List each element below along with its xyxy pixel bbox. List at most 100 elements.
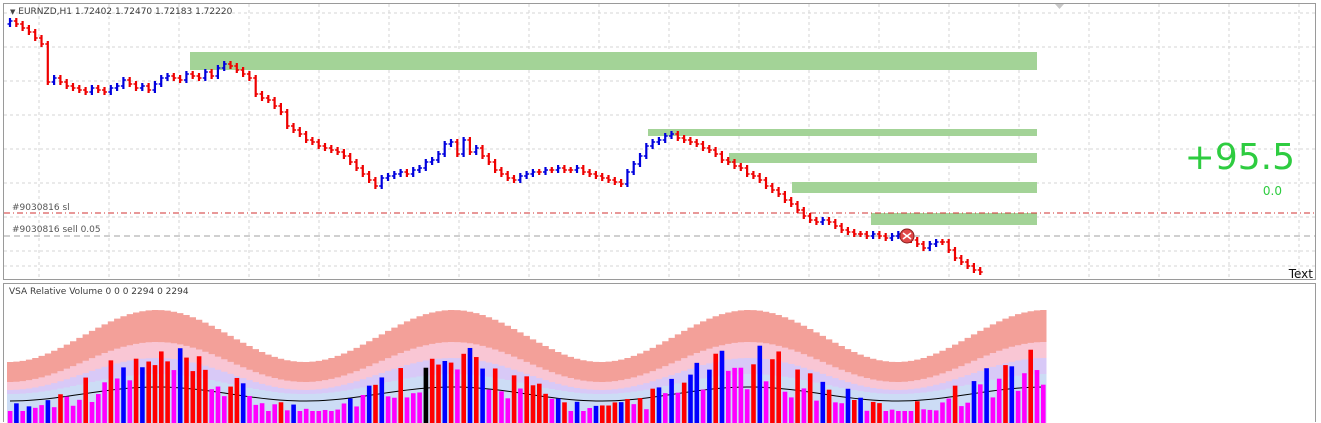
profit-secondary-value: 0.0 <box>1262 184 1282 198</box>
price-bar <box>561 165 567 173</box>
price-bar <box>303 131 309 143</box>
volume-bar <box>366 385 372 423</box>
volume-bar <box>171 370 177 423</box>
volume-bar <box>442 360 448 423</box>
volume-bar <box>297 411 303 423</box>
price-bar <box>524 171 530 179</box>
price-bar <box>354 159 359 171</box>
price-bar <box>845 227 851 235</box>
price-bar <box>858 231 863 237</box>
volume-bar <box>870 401 876 423</box>
volume-bar <box>102 382 107 423</box>
volume-bar <box>33 407 38 423</box>
price-bar <box>939 239 945 245</box>
volume-bar <box>833 402 838 423</box>
price-bar <box>813 217 819 225</box>
volume-bar <box>121 367 126 423</box>
price-bar <box>574 165 580 173</box>
price-bar <box>820 217 826 225</box>
price-bar <box>694 139 700 147</box>
text-object-label[interactable]: Text <box>1288 267 1313 281</box>
volume-bar <box>45 400 51 423</box>
price-bar <box>202 69 208 81</box>
volume-bar <box>51 407 57 423</box>
volume-bar <box>228 386 233 423</box>
volume-bar <box>467 347 473 423</box>
triangle-down-icon[interactable]: ▼ <box>10 8 16 16</box>
volume-bar <box>190 371 196 423</box>
price-bar <box>146 83 152 93</box>
price-bar <box>801 207 807 219</box>
price-bar <box>921 241 926 251</box>
sell-order-label: #9030816 sell 0.05 <box>12 225 101 235</box>
vsa-volume-canvas[interactable] <box>4 284 1315 423</box>
volume-bar <box>807 373 813 423</box>
volume-bars <box>7 345 1046 423</box>
volume-bar <box>530 385 536 423</box>
volume-bar <box>776 351 781 423</box>
price-bar <box>423 159 429 171</box>
price-bar <box>480 145 485 159</box>
volume-bar <box>360 395 366 423</box>
price-bar <box>83 87 89 95</box>
volume-bar <box>852 399 857 423</box>
volume-bar <box>600 405 605 423</box>
volume-bar <box>700 389 706 423</box>
volume-bar <box>606 405 611 423</box>
volume-bar <box>795 369 800 423</box>
price-bar <box>719 151 725 163</box>
volume-bar <box>543 393 548 423</box>
price-bar <box>102 87 107 95</box>
supply-zone <box>190 52 1037 70</box>
volume-bar <box>757 345 763 423</box>
price-bar <box>297 127 303 137</box>
price-bar <box>171 73 177 81</box>
volume-bar <box>209 389 214 423</box>
price-bar <box>606 175 611 183</box>
price-bar <box>165 73 170 81</box>
price-bar <box>568 167 574 173</box>
volume-bar <box>738 367 744 423</box>
vsa-volume-pane[interactable]: VSA Relative Volume 0 0 0 2294 0 2294 <box>3 283 1316 423</box>
volume-bar <box>455 369 460 423</box>
price-bar <box>379 175 385 189</box>
price-bar <box>763 177 769 189</box>
price-chart-pane[interactable]: ▼ EURNZD,H1 1.72402 1.72470 1.72183 1.72… <box>3 3 1316 281</box>
stop-loss-label: #9030816 sl <box>12 203 70 213</box>
volume-bar <box>858 397 863 423</box>
price-bar <box>190 71 196 79</box>
price-bar <box>492 159 498 173</box>
price-bar <box>624 169 630 187</box>
price-bar <box>448 139 454 147</box>
price-bar <box>64 79 70 89</box>
volume-bar <box>656 387 662 423</box>
volume-bar <box>499 391 504 423</box>
volume-bar <box>555 398 561 423</box>
volume-bar <box>77 399 82 423</box>
volume-bar <box>303 408 309 423</box>
price-bar <box>738 163 744 171</box>
price-bar <box>870 231 876 239</box>
profit-points-value: +95.5 <box>1184 137 1295 178</box>
price-chart-canvas[interactable] <box>4 4 1315 279</box>
volume-bar <box>26 406 32 423</box>
volume-bar <box>291 404 296 423</box>
sell-marker-icon <box>899 228 915 244</box>
volume-bar <box>978 384 983 423</box>
volume-bar <box>537 383 542 423</box>
price-bar <box>89 85 95 95</box>
volume-bar <box>820 381 826 423</box>
price-bar <box>228 61 233 69</box>
supply-zone <box>729 153 1037 163</box>
price-bar <box>883 233 889 241</box>
price-bar <box>536 169 542 175</box>
price-bar <box>183 71 189 83</box>
price-bar <box>498 167 504 177</box>
price-bar <box>643 143 649 159</box>
price-bar <box>120 77 126 89</box>
price-bar <box>517 173 523 183</box>
volume-bar <box>436 364 441 423</box>
price-bar <box>612 177 618 185</box>
price-bar <box>587 169 593 177</box>
price-bar <box>776 187 782 197</box>
